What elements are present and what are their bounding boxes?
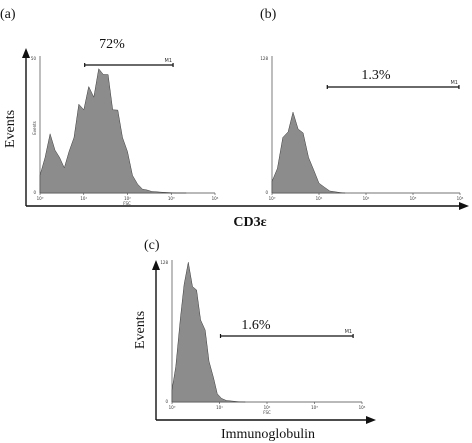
panel-c-histogram <box>171 262 246 403</box>
ylabel-top: Events <box>3 110 18 148</box>
x-tick-label: 10³ <box>311 405 318 410</box>
xlabel-top: CD3ε <box>233 215 266 230</box>
panel-a-y-bottom-tick: 0 <box>33 190 36 195</box>
x-tick-label: 10⁴ <box>359 405 366 410</box>
panel-c-x-ticks: 10⁰ 10¹ 10² 10³ 10⁴ <box>169 402 366 410</box>
panel-c-y-top-tick: 128 <box>160 260 168 265</box>
events-axis-arrow-bottom <box>152 260 160 270</box>
x-tick-label: 10³ <box>410 196 417 201</box>
x-tick-label: 10¹ <box>316 196 323 201</box>
panel-c-x-caption: FSC <box>263 410 271 415</box>
panel-a-x-ticks: 10⁰ 10¹ 10² 10³ 10⁴ <box>37 193 219 201</box>
x-tick-label: 10³ <box>168 196 175 201</box>
panel-label-b: (b) <box>260 7 277 22</box>
panel-b-y-top-tick: 128 <box>260 56 268 61</box>
panel-a-x-caption: FSC <box>123 201 131 206</box>
events-axis-arrow-top <box>22 48 30 58</box>
xlabel-bottom: Immunoglobulin <box>221 427 315 442</box>
panel-label-c: (c) <box>144 238 160 253</box>
panel-a-gate: M1 <box>84 58 174 67</box>
panel-a-histogram <box>39 68 187 194</box>
x-tick-label: 10⁴ <box>457 196 464 201</box>
panel-c-y-bottom-tick: 0 <box>165 399 168 404</box>
x-tick-label: 10⁰ <box>169 405 176 410</box>
ig-axis-arrow <box>366 416 376 424</box>
panel-c-gate: M1 <box>219 329 354 338</box>
panel-a-percent: 72% <box>99 37 125 52</box>
x-tick-label: 10⁰ <box>37 196 44 201</box>
ylabel-bottom: Events <box>133 311 148 349</box>
panel-a: (a) 50 0 Events FSC 10⁰ 10¹ 10² 10³ 10⁴ M1 7… <box>0 7 219 206</box>
panel-b-percent: 1.3% <box>361 68 391 83</box>
panel-b-gate: M1 <box>326 80 460 89</box>
x-tick-label: 10⁴ <box>212 196 219 201</box>
x-tick-label: 10¹ <box>216 405 223 410</box>
x-tick-label: 10⁰ <box>269 196 276 201</box>
x-tick-label: 10² <box>363 196 370 201</box>
gate-label: M1 <box>450 80 458 86</box>
panel-label-a: (a) <box>0 7 16 22</box>
panel-c-percent: 1.6% <box>241 318 271 333</box>
panel-b-histogram <box>271 111 346 194</box>
panel-b-y-bottom-tick: 0 <box>265 190 268 195</box>
panel-a-y-top-tick: 50 <box>31 56 37 61</box>
x-tick-label: 10² <box>264 405 271 410</box>
gate-label: M1 <box>345 329 353 335</box>
panel-b-x-ticks: 10⁰ 10¹ 10² 10³ 10⁴ <box>269 193 464 201</box>
x-tick-label: 10² <box>124 196 131 201</box>
panel-a-y-caption: Events <box>32 121 37 135</box>
gate-label: M1 <box>165 58 173 64</box>
cd3-axis-arrow <box>459 202 469 210</box>
x-tick-label: 10¹ <box>80 196 87 201</box>
panel-c: (c) 128 0 FSC 10⁰ 10¹ 10² 10³ 10⁴ M1 1.6% <box>144 238 366 415</box>
panel-b: (b) 128 0 10⁰ 10¹ 10² 10³ 10⁴ M1 1.3% <box>260 7 464 201</box>
